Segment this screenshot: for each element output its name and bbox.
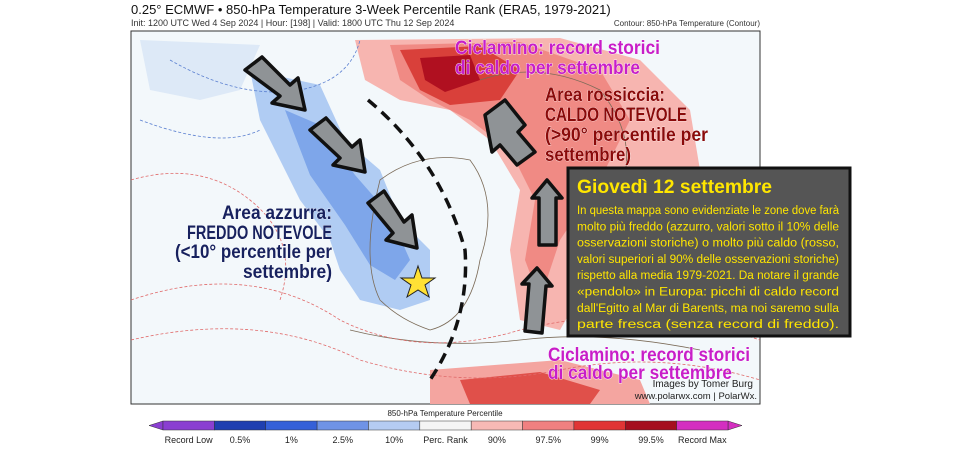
credit: www.polarwx.com | PolarWx. (634, 391, 757, 402)
annotation-line: Ciclamino: record storici (548, 345, 750, 366)
colorbar-label: 1% (285, 435, 298, 445)
info-line: «pendolo» in Europa: picchi di caldo rec… (577, 287, 839, 299)
annotation-line: Ciclamino: record storici (455, 38, 660, 59)
annotation-line: (>90° percentile per (545, 125, 709, 146)
colorbar-label: 97.5% (535, 435, 561, 445)
credit: Images by Tomer Burg (653, 379, 753, 390)
colorbar-segment (316, 420, 369, 431)
colorbar-segment (419, 420, 472, 431)
annotation-line: settembre) (243, 262, 332, 283)
colorbar-label: 99% (591, 435, 609, 445)
info-box: Giovedì 12 settembre In questa mappa son… (566, 166, 852, 338)
colorbar-segment (676, 420, 729, 431)
annotation-line: (<10° percentile per (175, 242, 333, 263)
info-line: In questa mappa sono evidenziate le zone… (577, 205, 840, 217)
colorbar-segment (470, 420, 523, 431)
colorbar-label: 90% (488, 435, 506, 445)
colorbar-segment (625, 420, 677, 431)
map (130, 30, 761, 405)
annotation-cold: Area azzurra: FREDDO NOTEVOLE (<10° perc… (175, 203, 333, 284)
colorbar-segment (162, 420, 215, 431)
info-line: valori superiori al 90% delle osservazio… (577, 254, 839, 266)
annotation-warm: Area rossiccia: CALDO NOTEVOLE (>90° per… (545, 85, 709, 167)
annotation-line: di caldo per settembre (455, 58, 640, 79)
colorbar-label: 99.5% (638, 435, 664, 445)
colorbar-label: Perc. Rank (423, 435, 468, 445)
colorbar-label: 2.5% (333, 435, 354, 445)
info-line: parte fresca (senza record di freddo). (577, 319, 839, 331)
annotation-line: settembre) (545, 145, 631, 166)
info-title: Giovedì 12 settembre (577, 177, 772, 198)
annotation-line: di caldo per settembre (548, 363, 732, 384)
info-line: rispetto alla media 1979-2021. Da notare… (577, 270, 839, 282)
colorbar-segment (522, 420, 575, 431)
colorbar-segment (214, 420, 266, 431)
contour-note: Contour: 850-hPa Temperature (Contour) (614, 19, 760, 28)
info-line: osservazioni storiche) o molto più caldo… (577, 238, 839, 250)
annotation-line: Area azzurra: (222, 203, 332, 224)
info-line: molto più freddo (azzurro, valori sotto … (577, 221, 839, 233)
colorbar-end (148, 420, 164, 431)
colorbar-segment (368, 420, 421, 431)
colorbar-segment (573, 420, 626, 431)
map-subtitle: Init: 1200 UTC Wed 4 Sep 2024 | Hour: [1… (131, 18, 454, 28)
colorbar-label: Record Max (678, 435, 727, 445)
colorbar-segment (265, 420, 318, 431)
colorbar: Record Low 0.5% 1% 2.5% 10% Perc. Rank 90% 97.5… (148, 420, 743, 445)
annotation-line: Area rossiccia: (545, 85, 665, 106)
colorbar-label: 10% (385, 435, 403, 445)
map-title: 0.25° ECMWF • 850-hPa Temperature 3-Week… (131, 2, 611, 17)
info-line: dall'Egitto al Mar di Barents, ma noi sa… (577, 303, 840, 315)
colorbar-end (727, 420, 743, 431)
annotation-bottom-record: Ciclamino: record storici di caldo per s… (548, 345, 751, 385)
colorbar-label: 0.5% (230, 435, 251, 445)
annotation-line: CALDO NOTEVOLE (545, 105, 687, 126)
annotation-top-record: Ciclamino: record storici di caldo per s… (455, 38, 661, 80)
colorbar-title: 850-hPa Temperature Percentile (387, 409, 503, 418)
annotation-line: FREDDO NOTEVOLE (187, 223, 332, 244)
colorbar-label: Record Low (165, 435, 214, 445)
